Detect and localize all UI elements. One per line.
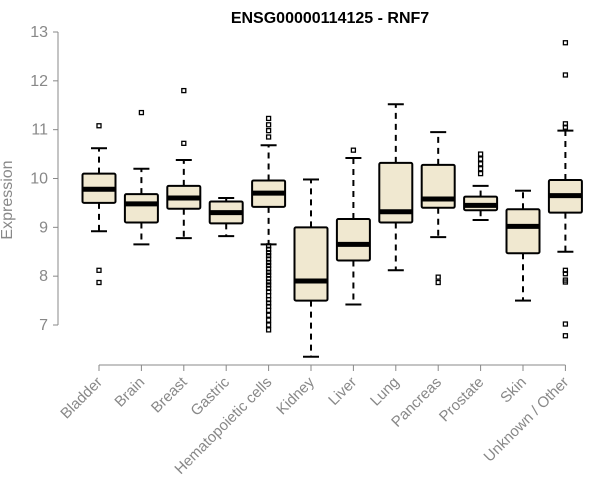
- outlier-point: [96, 123, 102, 129]
- chart-title: ENSG00000114125 - RNF7: [231, 10, 429, 27]
- outlier-point: [265, 307, 272, 314]
- box-breast: [166, 87, 202, 240]
- outlier-point: [138, 109, 145, 116]
- x-tick-label: Bladder: [57, 374, 106, 423]
- box-iqr: [123, 193, 159, 224]
- outlier-point: [562, 72, 569, 78]
- y-tick-label: 7: [39, 317, 48, 334]
- y-axis-label: Expression: [0, 160, 16, 239]
- box-unknown-other: [547, 40, 583, 339]
- outlier-point: [562, 333, 569, 339]
- outlier-point: [265, 134, 272, 140]
- box-brain: [123, 109, 159, 246]
- outlier-point: [477, 166, 484, 172]
- outlier-point: [477, 170, 484, 177]
- x-tick-label: Breast: [148, 373, 191, 416]
- outlier-point: [181, 140, 187, 146]
- box-kidney: [293, 178, 329, 358]
- x-tick-label: Kidney: [273, 373, 318, 418]
- x-tick-label: Skin: [497, 374, 530, 407]
- box-gastric: [208, 197, 244, 238]
- outlier-point: [562, 279, 569, 285]
- box-series: [81, 40, 583, 358]
- box-iqr: [378, 161, 414, 224]
- box-skin: [505, 189, 541, 302]
- outlier-point: [562, 40, 569, 46]
- outlier-point: [265, 250, 272, 256]
- outlier-point: [477, 151, 484, 157]
- box-iqr: [505, 208, 541, 255]
- outlier-point: [265, 127, 272, 134]
- box-lung: [378, 103, 414, 272]
- outlier-point: [265, 317, 272, 323]
- outlier-point: [265, 122, 272, 128]
- box-hematopoietic-cells: [251, 115, 287, 333]
- outlier-point: [350, 147, 357, 153]
- outlier-point: [562, 124, 569, 130]
- outlier-point: [435, 279, 441, 286]
- box-pancreas: [420, 131, 456, 286]
- outlier-point: [181, 87, 187, 94]
- y-tick-label: 11: [31, 122, 48, 139]
- outlier-point: [265, 279, 272, 285]
- outlier-point: [477, 156, 484, 162]
- outlier-point: [265, 327, 272, 333]
- outlier-point: [96, 279, 102, 286]
- x-tick-label: Lung: [367, 374, 403, 410]
- box-iqr: [293, 226, 329, 302]
- y-tick-label: 12: [30, 73, 48, 90]
- outlier-point: [477, 161, 484, 167]
- x-tick-label: Prostate: [436, 374, 488, 426]
- box-bladder: [81, 123, 117, 286]
- y-tick-label: 13: [30, 24, 48, 41]
- outlier-point: [265, 269, 272, 275]
- y-axis-ticks: 7 8 9 10 11 12 13: [30, 24, 58, 334]
- y-tick-label: 9: [39, 219, 48, 236]
- outlier-point: [265, 322, 272, 328]
- y-tick-label: 10: [30, 171, 48, 188]
- outlier-point: [562, 271, 569, 277]
- x-tick-label: Brain: [111, 374, 148, 411]
- x-tick-label: Liver: [325, 374, 360, 409]
- outlier-point: [435, 274, 441, 280]
- outlier-point: [265, 312, 272, 318]
- outlier-point: [562, 321, 569, 327]
- box-iqr: [335, 218, 371, 262]
- outlier-point: [265, 259, 272, 266]
- outlier-point: [96, 267, 102, 273]
- y-tick-label: 8: [39, 268, 48, 285]
- box-liver: [335, 147, 371, 306]
- outlier-point: [265, 115, 272, 122]
- box-prostate: [463, 151, 499, 222]
